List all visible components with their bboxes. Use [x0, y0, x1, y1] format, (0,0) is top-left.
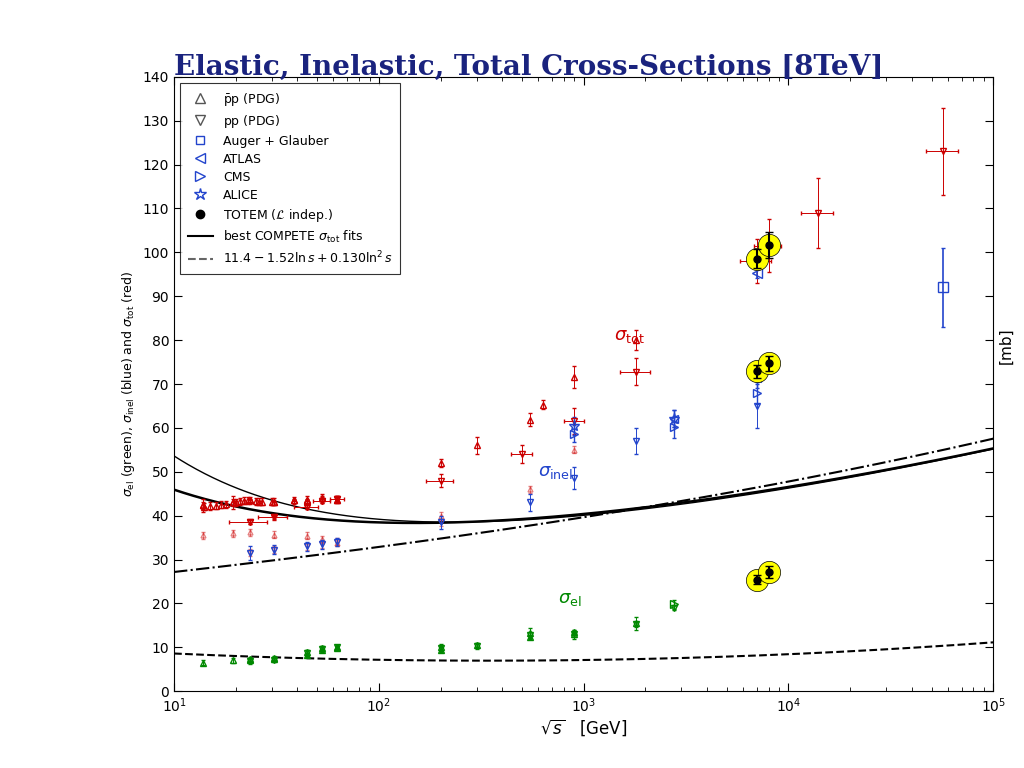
Text: $\sigma_{\rm tot}$: $\sigma_{\rm tot}$	[613, 327, 644, 345]
Text: $\sigma_{\rm inel}$: $\sigma_{\rm inel}$	[539, 463, 573, 482]
Text: Elastic, Inelastic, Total Cross-Sections [8TeV]: Elastic, Inelastic, Total Cross-Sections…	[174, 54, 884, 81]
Text: TOTEM: TOTEM	[52, 41, 112, 56]
Text: $\sigma_{\rm el}$: $\sigma_{\rm el}$	[558, 591, 582, 608]
Legend: $\bar{\rm p}{\rm p}$ (PDG), ${\rm pp}$ (PDG), Auger + Glauber, ATLAS, CMS, ALICE: $\bar{\rm p}{\rm p}$ (PDG), ${\rm pp}$ (…	[180, 83, 400, 273]
Text: [mb]: [mb]	[998, 327, 1014, 364]
X-axis label: $\sqrt{s}$   [GeV]: $\sqrt{s}$ [GeV]	[540, 717, 628, 738]
Y-axis label: $\sigma_{\rm el}$ (green), $\sigma_{\rm inel}$ (blue) and $\sigma_{\rm tot}$ (re: $\sigma_{\rm el}$ (green), $\sigma_{\rm …	[120, 271, 137, 497]
